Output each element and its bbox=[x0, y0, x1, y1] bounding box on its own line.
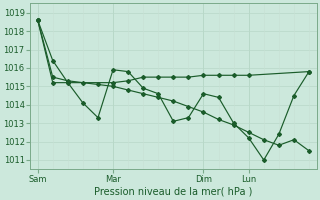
X-axis label: Pression niveau de la mer( hPa ): Pression niveau de la mer( hPa ) bbox=[94, 187, 252, 197]
